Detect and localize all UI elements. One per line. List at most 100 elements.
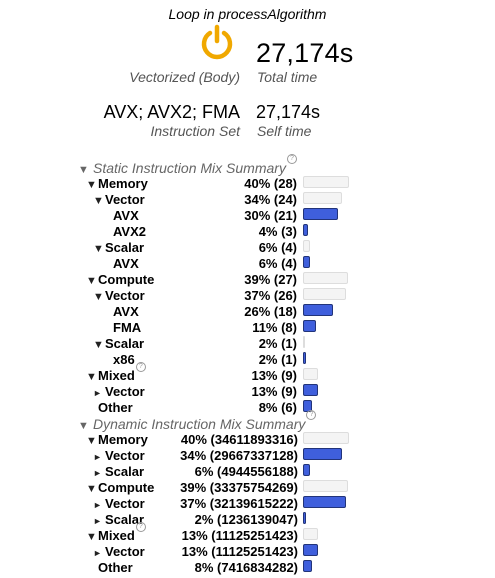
mix-row[interactable]: ▼Scalar 6% (4) — [0, 240, 495, 256]
mix-row[interactable]: ► Vector 34% (29667337128) — [0, 448, 495, 464]
mix-row-name: Memory — [98, 432, 148, 447]
mix-row-label: AVX — [113, 304, 139, 319]
mix-row-value: 30% (21) — [244, 208, 297, 223]
mix-row-value: 34% (29667337128) — [180, 448, 298, 463]
mix-row-name: AVX — [113, 304, 139, 319]
mix-row[interactable]: ▼Compute 39% (33375754269) — [0, 480, 495, 496]
collapse-triangle-icon[interactable]: ▼ — [86, 531, 97, 543]
mix-row-value: 11% (8) — [252, 320, 297, 335]
mix-row-label: ▼Mixed? — [86, 522, 146, 543]
mix-row-value: 4% (3) — [258, 224, 297, 239]
mix-row-value: 6% (4) — [258, 256, 297, 271]
expand-triangle-icon[interactable]: ► — [93, 516, 102, 526]
mix-row-value: 2% (1) — [258, 336, 297, 351]
mix-row-name: Vector — [105, 192, 145, 207]
mix-bar-fill — [303, 256, 310, 268]
expand-triangle-icon[interactable]: ► — [93, 468, 102, 478]
mix-row[interactable]: ► Scalar 2% (1236139047) — [0, 512, 495, 528]
mix-row[interactable]: ▼Vector 37% (26) — [0, 288, 495, 304]
mix-row: x86 2% (1) — [0, 352, 495, 368]
mix-row-name: Compute — [98, 480, 155, 495]
mix-row-name: Vector — [105, 448, 145, 463]
mix-row[interactable]: ▼Compute 39% (27) — [0, 272, 495, 288]
collapse-triangle-icon[interactable]: ▼ — [86, 179, 97, 191]
mix-row-value: 6% (4944556188) — [194, 464, 298, 479]
mix-row[interactable]: ► Vector 13% (9) — [0, 384, 495, 400]
mix-row-label: ▼Memory — [86, 176, 148, 191]
mix-bar-fill — [303, 384, 318, 396]
mix-row[interactable]: ▼Mixed? 13% (9) — [0, 362, 495, 384]
mix-row[interactable]: ▼Scalar 2% (1) — [0, 336, 495, 352]
mix-bar-track — [303, 240, 310, 252]
mix-bar-fill — [303, 496, 346, 508]
help-icon[interactable]: ? — [306, 410, 317, 420]
mix-row[interactable]: ► Scalar 6% (4944556188) — [0, 464, 495, 480]
mix-bar-fill — [303, 448, 342, 460]
mix-row[interactable]: ► Vector 13% (11125251423) — [0, 544, 495, 560]
collapse-triangle-icon[interactable]: ▼ — [78, 420, 89, 432]
collapse-triangle-icon[interactable]: ▼ — [86, 435, 97, 447]
collapse-triangle-icon[interactable]: ▼ — [93, 195, 104, 207]
mix-bar-track — [303, 176, 349, 188]
mix-bar-fill — [303, 224, 308, 236]
mix-row-label: ▼Vector — [93, 288, 145, 303]
mix-row-value: 2% (1) — [258, 352, 297, 367]
mix-row-label: ▼Compute — [86, 272, 154, 287]
mix-row-label: FMA — [113, 320, 141, 335]
mix-row-name: Mixed — [98, 528, 135, 543]
mix-row-name: Mixed — [98, 368, 135, 383]
mix-row-name: x86 — [113, 352, 135, 367]
mix-row-name: Memory — [98, 176, 148, 191]
help-icon[interactable]: ? — [286, 154, 297, 164]
mix-row-value: 37% (26) — [244, 288, 297, 303]
mix-row-value: 8% (6) — [258, 400, 297, 415]
mix-row-label: ► Vector — [93, 544, 145, 559]
mix-row-name: Compute — [98, 272, 155, 287]
mix-bar-fill — [303, 544, 318, 556]
mix-row[interactable]: ▼Memory 40% (28) — [0, 176, 495, 192]
collapse-triangle-icon[interactable]: ▼ — [78, 164, 89, 176]
mix-row-label: ► Scalar — [93, 464, 144, 479]
collapse-triangle-icon[interactable]: ▼ — [86, 483, 97, 495]
mix-bar-track — [303, 368, 318, 380]
mix-bar-track — [303, 480, 348, 492]
mix-row-label: ► Vector — [93, 496, 145, 511]
mix-row-label: x86 — [113, 352, 135, 367]
mix-row-name: Scalar — [105, 336, 145, 351]
dynamic-mix-header[interactable]: ▼ Dynamic Instruction Mix Summary? — [78, 410, 317, 432]
mix-row[interactable]: ▼Memory 40% (34611893316) — [0, 432, 495, 448]
loop-title: Loop in processAlgorithm — [168, 6, 327, 22]
mix-row-label: Other — [98, 400, 133, 415]
mix-row-label: ▼Mixed? — [86, 362, 146, 383]
help-icon[interactable]: ? — [135, 362, 146, 372]
mix-row-name: Vector — [105, 496, 145, 511]
expand-triangle-icon[interactable]: ► — [93, 388, 102, 398]
expand-triangle-icon[interactable]: ► — [93, 452, 102, 462]
mix-row[interactable]: ▼Vector 34% (24) — [0, 192, 495, 208]
mix-bar-track — [303, 528, 318, 540]
mix-row[interactable]: ▼Mixed? 13% (11125251423) — [0, 522, 495, 544]
mix-bar-track — [303, 272, 348, 284]
collapse-triangle-icon[interactable]: ▼ — [93, 339, 104, 351]
mix-row-value: 39% (33375754269) — [180, 480, 298, 495]
mix-row: AVX 6% (4) — [0, 256, 495, 272]
mix-row-value: 8% (7416834282) — [194, 560, 298, 575]
collapse-triangle-icon[interactable]: ▼ — [93, 291, 104, 303]
collapse-triangle-icon[interactable]: ▼ — [93, 243, 104, 255]
mix-bar-track — [303, 432, 349, 444]
mix-bar-fill — [303, 512, 306, 524]
mix-row[interactable]: ► Vector 37% (32139615222) — [0, 496, 495, 512]
mix-row-value: 26% (18) — [244, 304, 297, 319]
mix-row: Other 8% (6) — [0, 400, 495, 416]
collapse-triangle-icon[interactable]: ▼ — [86, 275, 97, 287]
mix-row-value: 37% (32139615222) — [180, 496, 298, 511]
expand-triangle-icon[interactable]: ► — [93, 500, 102, 510]
mix-row: Other 8% (7416834282) — [0, 560, 495, 576]
mix-row-label: AVX — [113, 256, 139, 271]
mix-row: AVX 26% (18) — [0, 304, 495, 320]
help-icon[interactable]: ? — [135, 522, 146, 532]
static-mix-header[interactable]: ▼ Static Instruction Mix Summary? — [78, 154, 297, 176]
collapse-triangle-icon[interactable]: ▼ — [86, 371, 97, 383]
expand-triangle-icon[interactable]: ► — [93, 548, 102, 558]
vectorization-mode: Vectorized (Body) — [129, 69, 240, 85]
